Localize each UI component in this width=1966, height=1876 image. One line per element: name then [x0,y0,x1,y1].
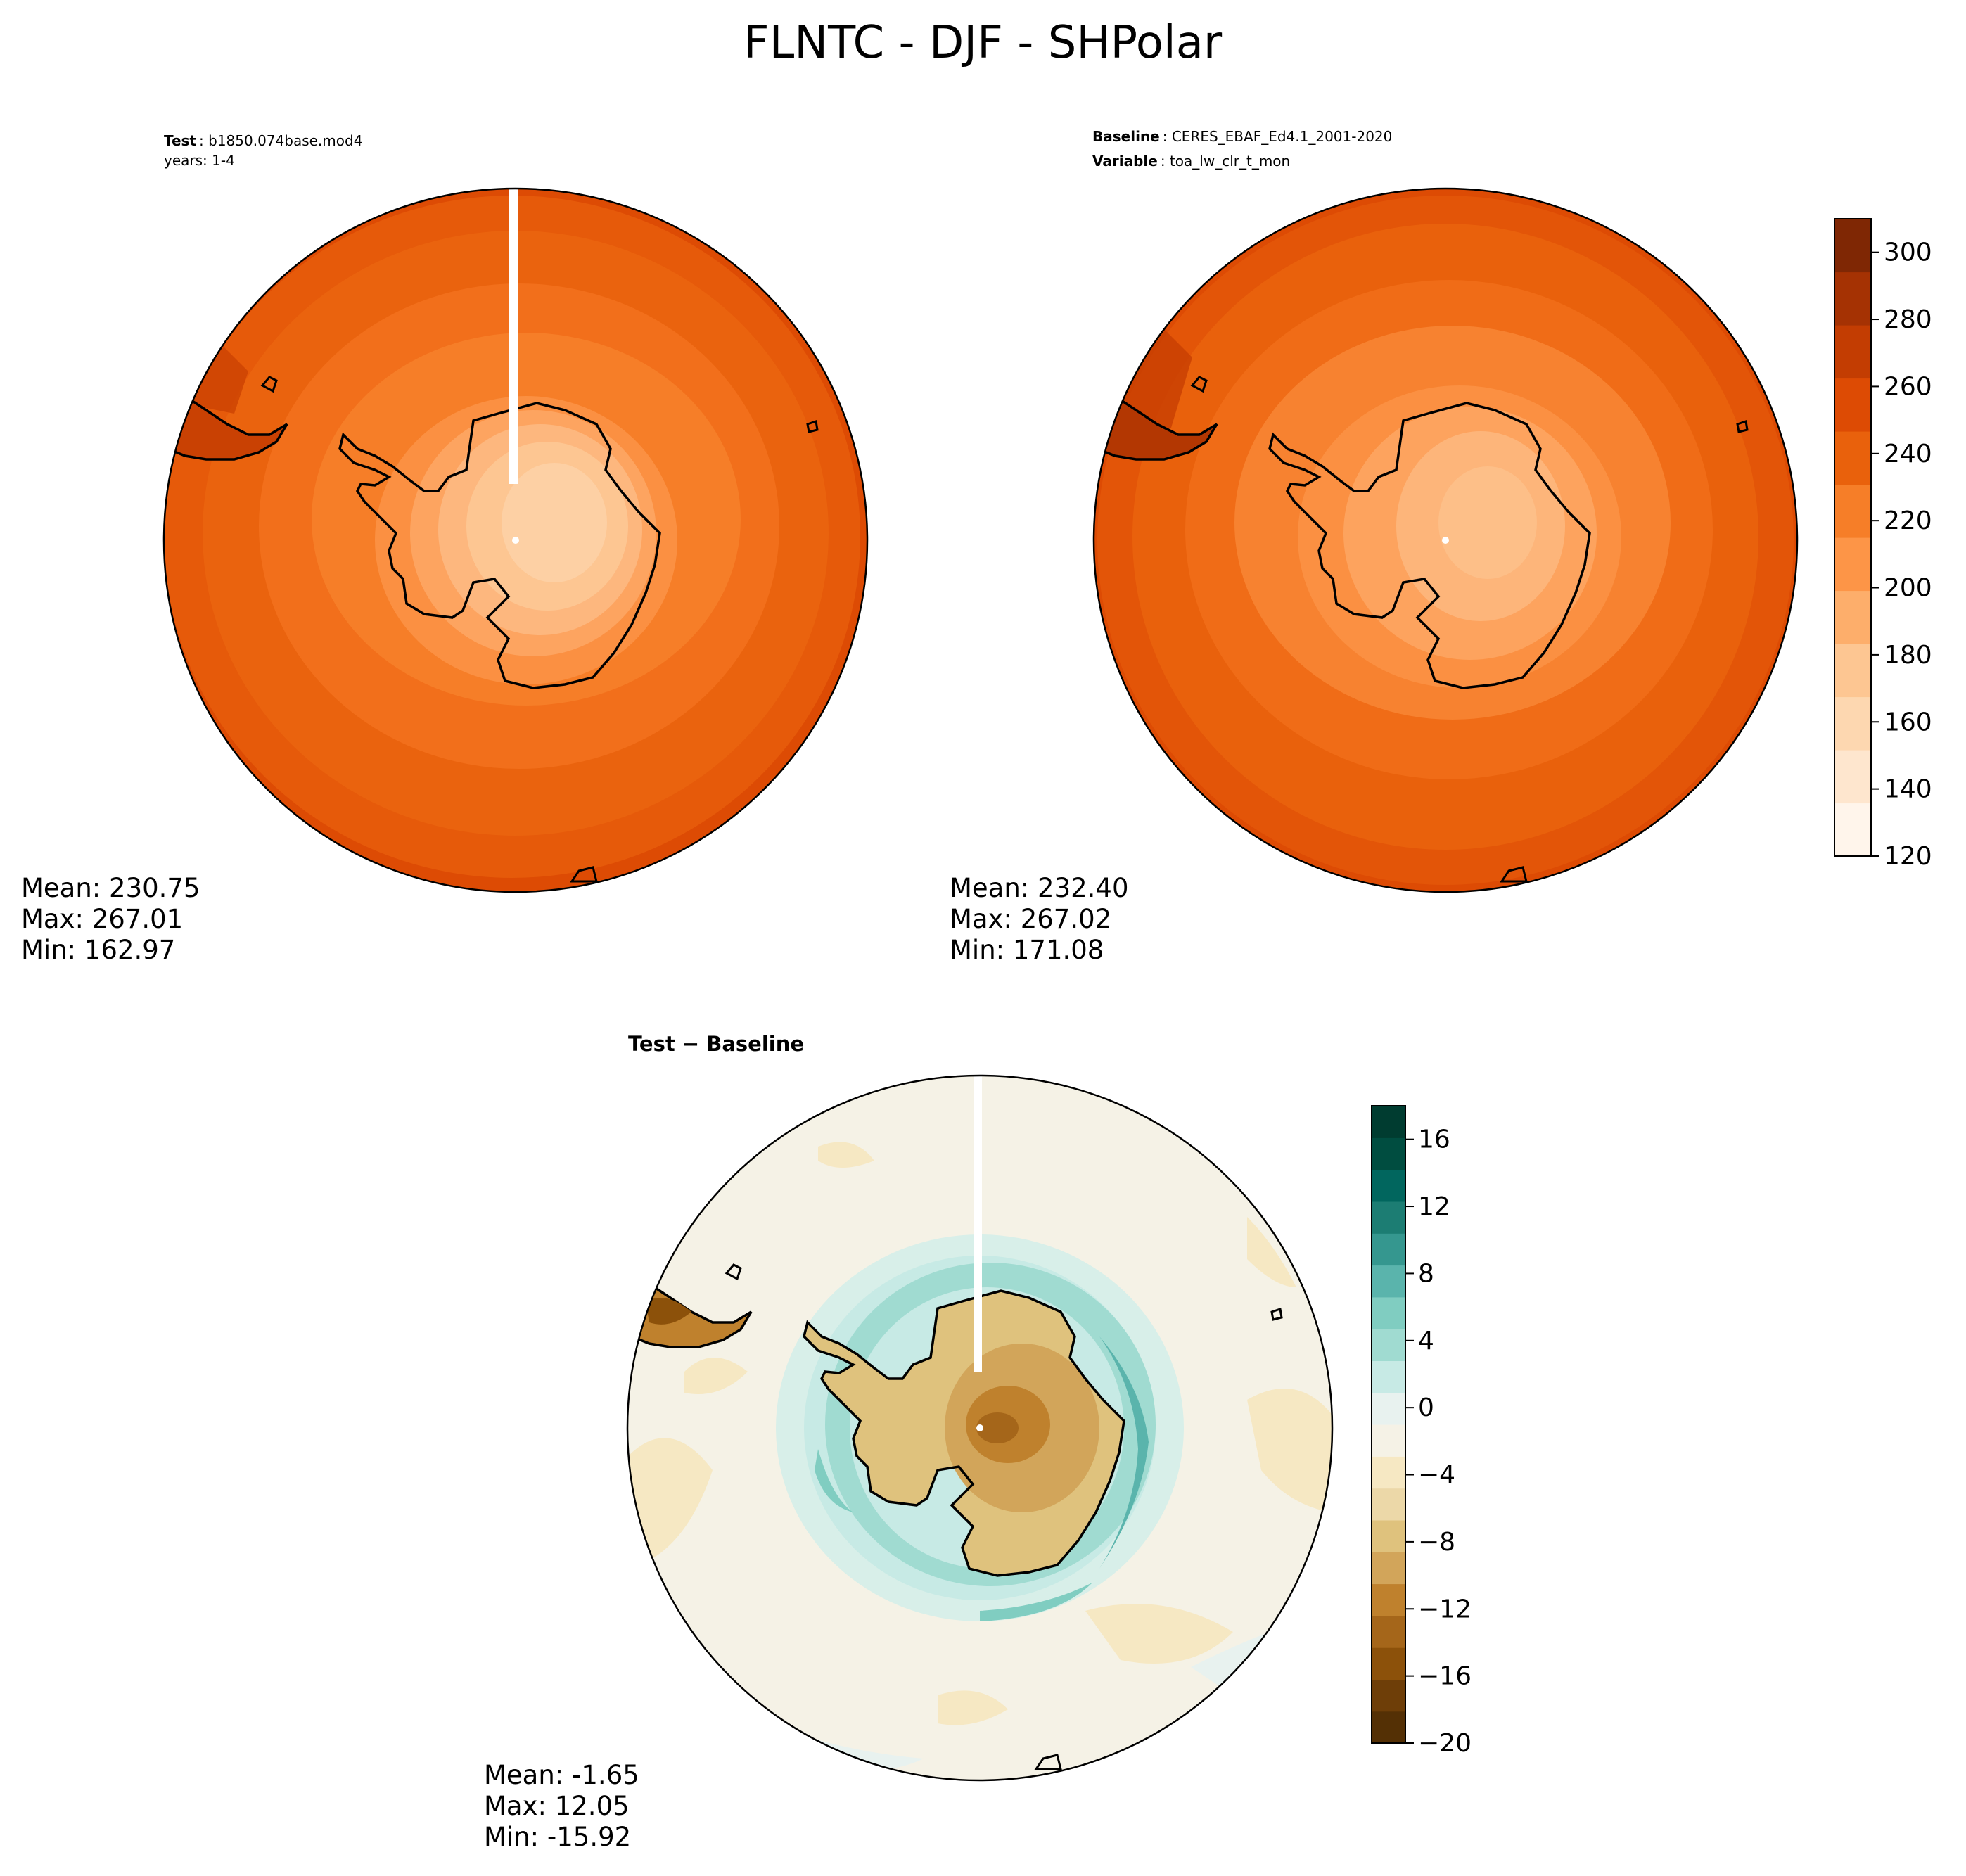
baseline-map-boundary [1092,187,1799,893]
cbDiff-swatch [1372,1552,1405,1585]
cbDiff-swatch [1372,1296,1405,1329]
figure-title: FLNTC - DJF - SHPolar [743,17,1223,69]
test-map [164,189,867,892]
cbDiff-tick-label: −16 [1418,1662,1472,1691]
cbDiff-tick-label: 8 [1418,1259,1434,1288]
cbDiff-swatch [1372,1615,1405,1648]
cbDiff-swatch [1372,1329,1405,1361]
test-header-years: years: 1-4 [164,152,235,169]
cbDiff-swatch [1372,1583,1405,1616]
cbDiff-swatch [1372,1233,1405,1266]
main-colorbar: 120 140 160 180 200 220 240 260 280 300 [1834,218,1932,871]
baseline-min: Min: 171.08 [950,935,1104,965]
diff-title: Test − Baseline [628,1032,804,1056]
cbDiff-tick-label: 12 [1418,1192,1450,1221]
cbDiff-swatch [1372,1488,1405,1521]
cbMain-tick-label: 140 [1884,775,1932,804]
cbMain-swatch [1834,219,1871,273]
diff-mean: Mean: -1.65 [484,1760,639,1790]
cbDiff-swatch [1372,1392,1405,1425]
cbDiff-swatch [1372,1424,1405,1457]
diff-min: Min: -15.92 [484,1822,631,1852]
cbDiff-tick-label: 4 [1418,1327,1434,1355]
cbDiff-tick-label: −8 [1418,1528,1455,1557]
cbDiff-swatch [1372,1201,1405,1234]
cbDiff-swatch [1372,1456,1405,1489]
baseline-header-value: CERES_EBAF_Ed4.1_2001-2020 [1172,128,1393,145]
baseline-variable-key: Variable [1092,153,1158,170]
cbMain-tick-label: 260 [1884,372,1932,401]
test-panel: Test: b1850.074base.mod4 years: 1-4 [21,132,869,965]
baseline-max: Max: 267.02 [950,904,1111,934]
cbMain-swatch [1834,431,1871,485]
cbMain-tick-label: 180 [1884,641,1932,670]
cbMain-swatch [1834,537,1871,592]
cbMain-tick-label: 300 [1884,238,1932,267]
cbMain-swatch [1834,644,1871,698]
cbDiff-swatch [1372,1519,1405,1552]
test-min: Min: 162.97 [21,935,175,965]
baseline-header-key: Baseline [1092,128,1160,145]
test-mean: Mean: 230.75 [21,873,200,903]
cbMain-frame [1834,218,1872,857]
test-header-value: b1850.074base.mod4 [208,132,362,149]
cbDiff-swatch [1372,1169,1405,1202]
baseline-panel: Baseline: CERES_EBAF_Ed4.1_2001-2020 Var… [950,128,1799,965]
cbMain-swatch [1834,696,1871,751]
cbMain-swatch [1834,272,1871,326]
cbDiff-tick-label: 0 [1418,1393,1434,1422]
test-header-key: Test [164,132,196,149]
test-max: Max: 267.01 [21,904,183,934]
cbMain-swatch [1834,378,1871,432]
cbDiff-tick-label: −12 [1418,1595,1472,1623]
cbMain-tick-label: 240 [1884,440,1932,468]
cbMain-swatch [1834,484,1871,538]
cbDiff-swatch [1372,1106,1405,1138]
cbMain-tick-label: 120 [1884,842,1932,871]
baseline-mean: Mean: 232.40 [950,873,1129,903]
cbMain-tick-label: 220 [1884,506,1932,535]
cbMain-tick-label: 200 [1884,574,1932,603]
diff-max: Max: 12.05 [484,1791,630,1821]
cbMain-tick-label: 160 [1884,708,1932,736]
diff-colorbar: −20 −16 −12 −8 −4 0 4 8 12 16 [1371,1105,1472,1758]
cbDiff-frame [1371,1105,1406,1744]
baseline-header-line1: Baseline: CERES_EBAF_Ed4.1_2001-2020 [1092,128,1392,145]
cbDiff-tick-label: −20 [1418,1729,1472,1758]
diff-map-boundary [626,1074,1334,1782]
cbDiff-swatch [1372,1137,1405,1170]
cbDiff-swatch [1372,1647,1405,1680]
cbMain-tick-label: 280 [1884,305,1932,334]
test-header-line1: Test: b1850.074base.mod4 [164,132,362,149]
cbDiff-swatch [1372,1679,1405,1712]
cbDiff-swatch [1372,1711,1405,1744]
cbDiff-tick-label: −4 [1418,1461,1455,1490]
cbMain-swatch [1834,803,1871,857]
cbDiff-swatch [1372,1360,1405,1393]
baseline-map [1094,189,1797,892]
cbDiff-swatch [1372,1265,1405,1298]
cbDiff-tick-label: 16 [1418,1125,1450,1154]
test-map-boundary [162,187,869,893]
baseline-variable-value: toa_lw_clr_t_mon [1170,153,1290,170]
diff-map [627,1076,1332,1780]
cbMain-swatch [1834,750,1871,804]
baseline-header-line2: Variable: toa_lw_clr_t_mon [1092,153,1290,170]
diff-panel: Test − Baseline [484,1032,1334,1852]
cbMain-swatch [1834,590,1871,644]
cbMain-swatch [1834,325,1871,379]
